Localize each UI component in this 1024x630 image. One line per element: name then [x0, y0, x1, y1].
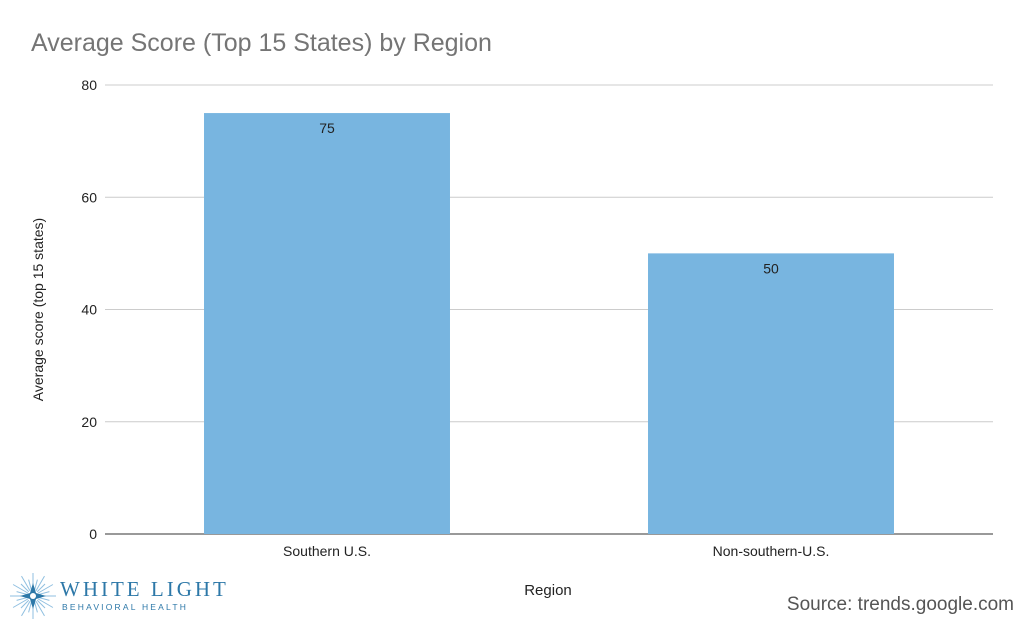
bar — [204, 113, 450, 534]
chart-title: Average Score (Top 15 States) by Region — [31, 29, 492, 57]
x-tick-label: Non-southern-U.S. — [713, 543, 830, 559]
data-label: 75 — [319, 120, 335, 136]
data-label: 50 — [763, 260, 779, 276]
source-note: Source: trends.google.com — [786, 594, 1014, 615]
y-tick-label: 80 — [81, 77, 97, 93]
axis-ticks: 0 20 40 60 80 Southern U.S. Non-southern-U.S. — [81, 77, 829, 559]
data-labels: 75 50 — [319, 120, 779, 276]
x-axis-label: Region — [524, 582, 572, 599]
x-tick-label: Southern U.S. — [283, 543, 371, 559]
y-tick-label: 0 — [89, 526, 97, 542]
y-tick-label: 40 — [81, 302, 97, 318]
bars — [204, 113, 894, 534]
star-burst-icon — [10, 573, 56, 619]
y-tick-label: 60 — [81, 189, 97, 205]
white-light-logo: WHITE LIGHT BEHAVIORAL HEALTH — [8, 571, 226, 621]
y-axis-label: Average score (top 15 states) — [30, 218, 46, 401]
logo-name: WHITE LIGHT — [60, 577, 229, 601]
y-tick-label: 20 — [81, 414, 97, 430]
bar — [648, 253, 894, 534]
logo-subtitle: BEHAVIORAL HEALTH — [62, 602, 189, 612]
